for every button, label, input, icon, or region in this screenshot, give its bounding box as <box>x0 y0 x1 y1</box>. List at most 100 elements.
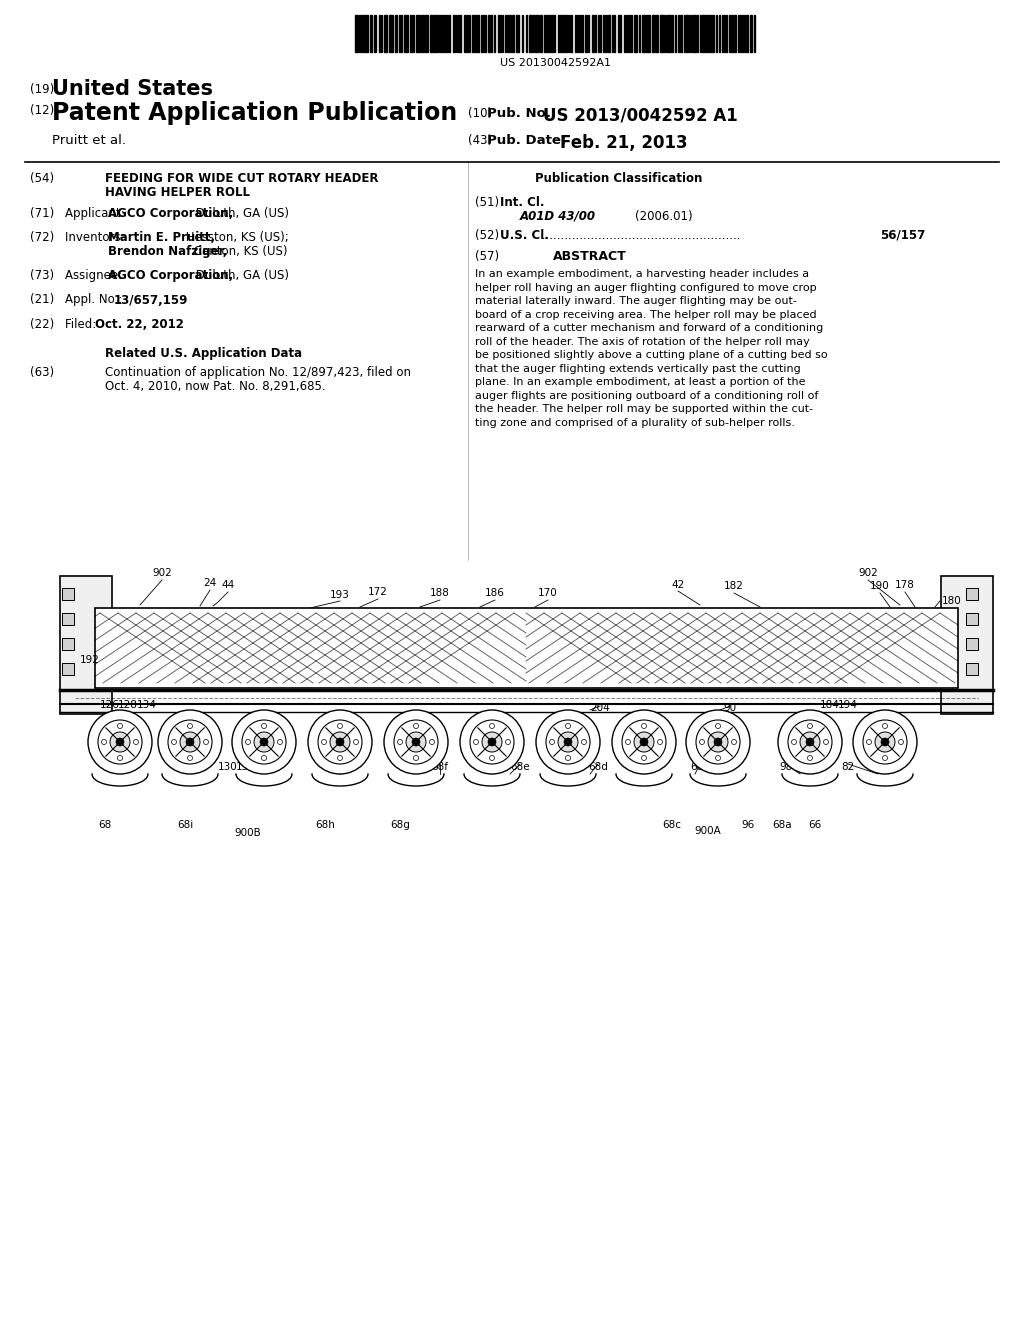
Text: 184: 184 <box>820 700 840 710</box>
Circle shape <box>118 755 123 760</box>
Text: 32: 32 <box>60 618 74 628</box>
Text: 68e: 68e <box>510 762 529 772</box>
Bar <box>550 15 553 51</box>
Text: 900A: 900A <box>694 826 721 836</box>
Circle shape <box>101 739 106 744</box>
Circle shape <box>180 733 200 752</box>
Text: board of a crop receiving area. The helper roll may be placed: board of a crop receiving area. The help… <box>475 310 816 319</box>
Text: 68h: 68h <box>315 820 335 830</box>
Circle shape <box>883 723 888 729</box>
Text: Martin E. Pruitt,: Martin E. Pruitt, <box>108 231 215 244</box>
Circle shape <box>686 710 750 774</box>
Bar <box>646 15 650 51</box>
Text: 68f: 68f <box>431 762 449 772</box>
Text: material laterally inward. The auger flighting may be out-: material laterally inward. The auger fli… <box>475 296 797 306</box>
Text: 178: 178 <box>895 579 914 590</box>
Text: (72): (72) <box>30 231 54 244</box>
Bar <box>434 15 437 51</box>
Text: US 20130042592A1: US 20130042592A1 <box>500 58 610 69</box>
Text: (57): (57) <box>475 251 499 263</box>
Text: 68i: 68i <box>177 820 194 830</box>
Bar <box>466 15 468 51</box>
Bar <box>558 15 560 51</box>
Text: 68j: 68j <box>170 760 186 770</box>
Text: that the auger flighting extends vertically past the cutting: that the auger flighting extends vertica… <box>475 364 801 374</box>
Circle shape <box>406 733 426 752</box>
Text: Pub. No.:: Pub. No.: <box>487 107 556 120</box>
Circle shape <box>322 739 327 744</box>
Circle shape <box>308 710 372 774</box>
Bar <box>481 15 484 51</box>
Text: helper roll having an auger flighting configured to move crop: helper roll having an auger flighting co… <box>475 282 816 293</box>
Circle shape <box>874 733 895 752</box>
Circle shape <box>558 733 578 752</box>
Text: Oct. 22, 2012: Oct. 22, 2012 <box>95 318 184 331</box>
Circle shape <box>714 738 722 746</box>
Bar <box>642 15 645 51</box>
Text: (71): (71) <box>30 207 54 220</box>
Bar <box>966 587 978 601</box>
Bar <box>374 15 376 51</box>
Text: Oct. 4, 2010, now Pat. No. 8,291,685.: Oct. 4, 2010, now Pat. No. 8,291,685. <box>105 380 326 393</box>
Circle shape <box>412 738 420 746</box>
Circle shape <box>118 723 123 729</box>
Text: 13/657,159: 13/657,159 <box>114 293 188 306</box>
Circle shape <box>731 739 736 744</box>
Bar <box>655 15 658 51</box>
Text: 902: 902 <box>153 568 172 578</box>
Text: 90: 90 <box>723 704 736 713</box>
Circle shape <box>612 710 676 774</box>
Text: roll of the header. The axis of rotation of the helper roll may: roll of the header. The axis of rotation… <box>475 337 810 347</box>
Text: Applicant:: Applicant: <box>65 207 128 220</box>
Bar <box>585 15 587 51</box>
Bar <box>693 15 696 51</box>
Text: (63): (63) <box>30 367 54 379</box>
Text: rearward of a cutter mechanism and forward of a conditioning: rearward of a cutter mechanism and forwa… <box>475 323 823 333</box>
Bar <box>941 576 993 714</box>
Circle shape <box>640 738 648 746</box>
Bar <box>561 15 563 51</box>
Text: 902: 902 <box>858 568 878 578</box>
Bar <box>475 15 479 51</box>
Text: (43): (43) <box>468 135 493 147</box>
Bar <box>384 15 387 51</box>
Circle shape <box>808 755 812 760</box>
Circle shape <box>792 739 797 744</box>
Bar <box>708 15 711 51</box>
Circle shape <box>626 739 631 744</box>
Text: 204: 204 <box>590 704 610 713</box>
Text: Inventors:: Inventors: <box>65 231 128 244</box>
Circle shape <box>336 738 344 746</box>
Bar <box>445 15 447 51</box>
Circle shape <box>171 739 176 744</box>
Text: 128: 128 <box>118 700 138 710</box>
Bar <box>544 15 546 51</box>
Text: Feb. 21, 2013: Feb. 21, 2013 <box>560 135 688 152</box>
Text: 68: 68 <box>98 820 112 830</box>
Bar <box>498 15 501 51</box>
Circle shape <box>883 755 888 760</box>
Bar <box>702 15 705 51</box>
Circle shape <box>278 739 283 744</box>
Text: (2006.01): (2006.01) <box>635 210 692 223</box>
Bar <box>404 15 408 51</box>
Bar <box>680 15 682 51</box>
Bar <box>395 15 397 51</box>
Text: Pub. Date:: Pub. Date: <box>487 135 566 147</box>
Circle shape <box>582 739 587 744</box>
Circle shape <box>823 739 828 744</box>
Text: plane. In an example embodiment, at least a portion of the: plane. In an example embodiment, at leas… <box>475 378 806 387</box>
Bar <box>746 15 748 51</box>
Circle shape <box>338 723 342 729</box>
Bar <box>529 15 532 51</box>
Text: (51): (51) <box>475 197 499 210</box>
Bar <box>516 15 519 51</box>
Circle shape <box>246 739 251 744</box>
Text: 98: 98 <box>779 762 793 772</box>
Text: (22): (22) <box>30 318 54 331</box>
Circle shape <box>641 755 646 760</box>
Bar <box>458 15 461 51</box>
Circle shape <box>384 710 449 774</box>
Text: 134: 134 <box>137 700 157 710</box>
Text: 172: 172 <box>368 587 388 597</box>
